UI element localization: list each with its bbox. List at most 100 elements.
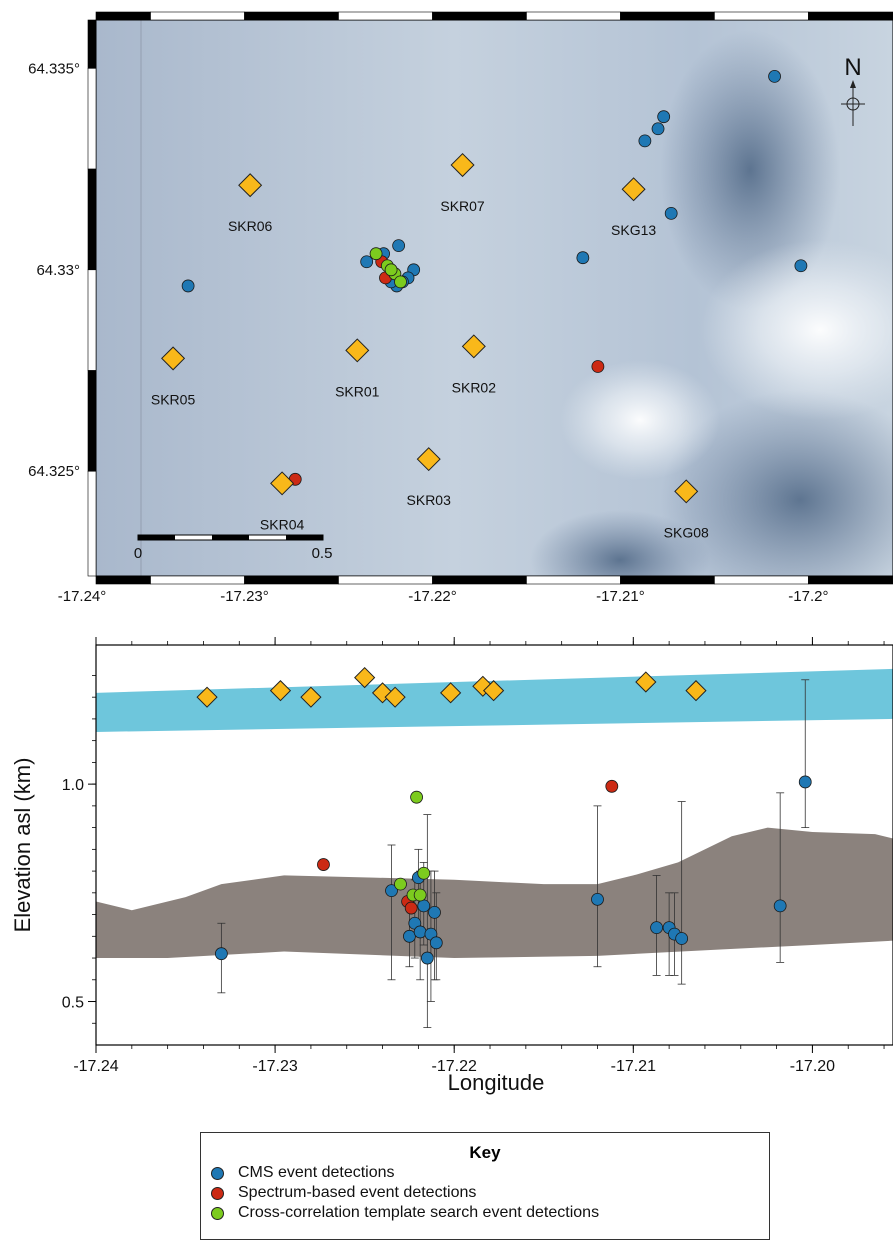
station-label: SKR05 xyxy=(151,391,196,407)
frame-segment xyxy=(338,575,433,585)
legend-swatch xyxy=(211,1206,224,1220)
event-marker xyxy=(794,259,808,273)
scalebar: 0 0.5 xyxy=(134,534,332,562)
legend-item: Spectrum-based event detections xyxy=(211,1183,769,1203)
station-label: SKR03 xyxy=(407,492,452,508)
map-lon-tick-label: -17.22° xyxy=(408,588,457,605)
event-elevation-marker xyxy=(773,899,787,913)
event-elevation-marker xyxy=(417,899,431,913)
station-marker xyxy=(621,177,646,202)
station-label: SKR06 xyxy=(228,218,273,234)
event-marker xyxy=(392,239,406,253)
station-label: SKR02 xyxy=(452,379,497,395)
station-marker xyxy=(345,338,370,363)
station-elevation-marker xyxy=(196,686,218,708)
elevation-profile-panel: -17.24 -17.23 -17.22 -17.21 -17.20 0.5 1.0 Lon… xyxy=(10,637,893,1095)
event-marker xyxy=(360,255,374,269)
event-elevation-marker xyxy=(404,901,418,915)
frame-segment xyxy=(620,11,715,21)
event-marker xyxy=(664,206,678,220)
frame-segment xyxy=(432,11,527,21)
legend-swatch xyxy=(211,1166,224,1180)
bed-band xyxy=(96,827,893,959)
map-lat-tick-label: 64.335° xyxy=(28,60,80,77)
y-tick-label: 0.5 xyxy=(62,995,84,1012)
y-tick-label: 1.0 xyxy=(62,777,84,794)
station-label: SKG13 xyxy=(611,222,656,238)
legend-title: Key xyxy=(469,1143,501,1162)
frame-segment xyxy=(808,11,893,21)
event-marker xyxy=(384,263,398,277)
event-marker xyxy=(651,122,665,136)
event-elevation-marker xyxy=(420,951,434,965)
north-label: N xyxy=(844,54,861,81)
map-frame xyxy=(87,11,893,585)
x-tick-label: -17.20 xyxy=(790,1058,835,1075)
plot-frame xyxy=(95,644,893,1046)
profile-points xyxy=(196,667,812,965)
station-marker xyxy=(450,153,475,178)
event-elevation-marker xyxy=(798,775,812,789)
frame-segment xyxy=(150,11,245,21)
y-axis-label: Elevation asl (km) xyxy=(10,758,35,933)
map-background xyxy=(96,20,893,576)
legend-item: Cross-correlation template search event … xyxy=(211,1203,769,1223)
frame-segment xyxy=(87,19,97,69)
map-lon-tick-label: -17.21° xyxy=(596,588,645,605)
event-marker xyxy=(181,279,195,293)
map-panel: 64.335° 64.33° 64.325° -17.24° -17.23° -17.22… xyxy=(28,11,893,605)
map-lat-tick-label: 64.33° xyxy=(36,262,80,279)
frame-segment xyxy=(714,11,809,21)
x-tick-label: -17.23 xyxy=(252,1058,297,1075)
frame-segment xyxy=(714,575,809,585)
station-label: SKG08 xyxy=(664,524,709,540)
x-axis-label: Longitude xyxy=(448,1070,545,1095)
station-label: SKR04 xyxy=(260,516,305,532)
event-elevation-marker xyxy=(410,790,423,804)
map-axis-ticks: 64.335° 64.33° 64.325° -17.24° -17.23° -17.22… xyxy=(28,60,828,605)
event-marker xyxy=(591,360,605,373)
event-marker xyxy=(638,134,652,148)
event-elevation-marker xyxy=(394,877,407,891)
event-elevation-marker xyxy=(591,892,604,906)
event-marker xyxy=(768,70,781,83)
event-marker xyxy=(369,247,383,261)
frame-segment xyxy=(150,575,245,585)
frame-segment xyxy=(432,575,527,585)
station-elevation-marker xyxy=(384,686,406,708)
frame-segment xyxy=(338,11,433,21)
event-elevation-marker xyxy=(317,858,330,871)
station-elevation-marker xyxy=(482,680,505,702)
station-marker xyxy=(461,334,486,359)
station-marker xyxy=(270,471,295,496)
event-elevation-marker xyxy=(605,779,619,793)
event-elevation-marker xyxy=(413,888,427,902)
station-elevation-marker xyxy=(685,680,707,702)
x-tick-label: -17.21 xyxy=(611,1058,656,1075)
frame-segment xyxy=(87,470,97,577)
frame-segment xyxy=(526,575,621,585)
legend-label: CMS event detections xyxy=(238,1164,395,1181)
station-marker xyxy=(161,346,186,371)
station-marker xyxy=(238,173,263,198)
station-marker xyxy=(674,479,699,504)
frame-segment xyxy=(808,575,893,585)
event-elevation-marker xyxy=(385,884,398,898)
frame-segment xyxy=(95,575,151,585)
map-lon-tick-label: -17.23° xyxy=(220,588,269,605)
station-elevation-marker xyxy=(269,680,292,702)
event-elevation-marker xyxy=(675,932,689,945)
north-arrow-icon: N xyxy=(841,54,865,126)
station-elevation-marker xyxy=(300,686,322,708)
station-marker xyxy=(416,447,441,472)
map-lon-tick-label: -17.2° xyxy=(788,588,828,605)
station-elevation-marker xyxy=(354,667,376,689)
event-elevation-marker xyxy=(413,925,427,939)
event-elevation-marker xyxy=(214,947,228,961)
legend: Key CMS event detections Spectrum-based e… xyxy=(200,1132,770,1240)
map-stations: SKR06 SKR07 SKG13 SKR05 SKR01 SKR02 SKR03 SKR04… xyxy=(151,153,709,540)
event-marker xyxy=(394,275,407,289)
event-elevation-marker xyxy=(428,905,441,919)
station-label: SKR01 xyxy=(335,383,380,399)
frame-segment xyxy=(244,11,339,21)
